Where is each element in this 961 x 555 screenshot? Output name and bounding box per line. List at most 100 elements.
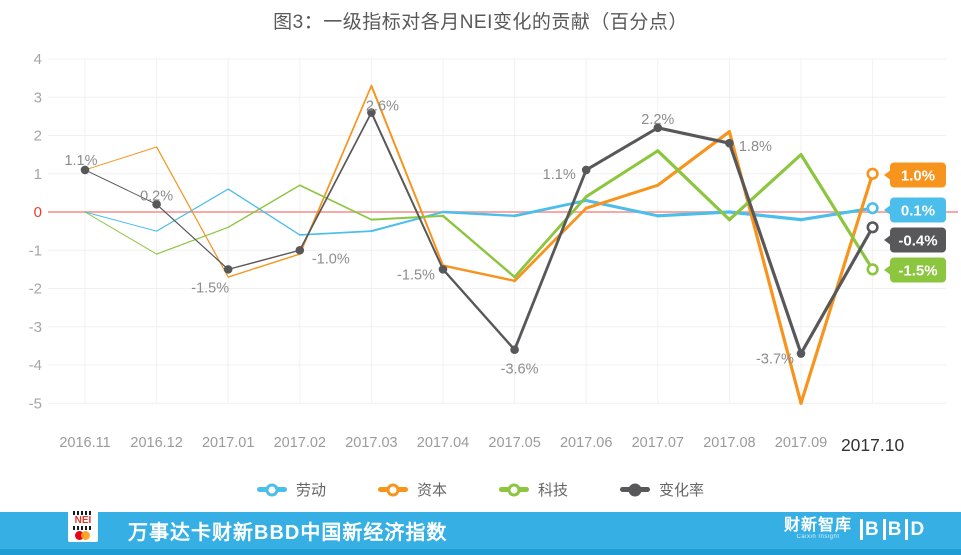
series-line-tech[interactable] — [584, 149, 660, 199]
series-line-tech[interactable] — [727, 153, 803, 222]
chart-legend: 劳动 资本 科技 变化率 — [0, 479, 961, 500]
end-badge-label: 1.0% — [901, 168, 935, 185]
legend-marker-labor — [256, 483, 287, 496]
data-point-change-rate[interactable] — [223, 265, 233, 274]
nei-index-logo: NEI — [68, 508, 98, 542]
x-axis-label: 2017.06 — [560, 435, 612, 451]
series-line-labor[interactable] — [656, 210, 732, 218]
footer-bar: NEI 万事达卡财新BBD中国新经济指数 财新智库 Caixin Insight… — [0, 508, 961, 549]
data-point-label: 1.8% — [739, 139, 772, 155]
x-axis-label: 2016.11 — [59, 435, 110, 451]
series-line-capital[interactable] — [84, 146, 158, 171]
endpoint-marker-change-rate[interactable] — [866, 221, 879, 234]
series-line-tech[interactable] — [370, 214, 444, 221]
series-line-change-rate[interactable] — [799, 225, 875, 356]
data-point-label: 2.2% — [641, 112, 674, 128]
series-line-labor[interactable] — [727, 210, 803, 222]
series-line-labor[interactable] — [298, 230, 373, 236]
series-line-change-rate[interactable] — [727, 141, 803, 356]
series-line-tech[interactable] — [156, 226, 229, 255]
series-line-change-rate[interactable] — [441, 268, 516, 351]
x-axis-label: 2017.01 — [202, 435, 254, 451]
series-line-tech[interactable] — [656, 149, 732, 222]
data-point-label: -1.5% — [397, 267, 435, 283]
series-line-tech[interactable] — [298, 184, 373, 221]
series-line-tech[interactable] — [441, 214, 516, 279]
data-point-change-rate[interactable] — [581, 165, 591, 175]
data-point-change-rate[interactable] — [367, 108, 376, 117]
series-line-change-rate[interactable] — [227, 249, 301, 271]
series-line-labor[interactable] — [441, 210, 516, 218]
y-axis-tick-label: 1 — [34, 166, 42, 183]
legend-item-labor[interactable]: 劳动 — [256, 479, 326, 500]
x-axis-label: 2017.09 — [775, 435, 827, 451]
data-point-change-rate[interactable] — [796, 349, 806, 358]
end-badge-label: -1.5% — [898, 263, 937, 280]
series-line-capital[interactable] — [227, 253, 301, 278]
legend-marker-tech — [499, 483, 529, 496]
page-title: 图3：一级指标对各月NEI变化的贡献（百分点） — [273, 12, 688, 33]
legend-marker-change-rate — [620, 483, 651, 496]
series-line-labor[interactable] — [84, 211, 158, 232]
barcode-icon — [73, 525, 93, 530]
series-line-labor[interactable] — [584, 199, 660, 218]
series-line-tech[interactable] — [513, 195, 588, 279]
series-line-change-rate[interactable] — [513, 168, 588, 352]
data-point-change-rate[interactable] — [152, 200, 161, 209]
nei-contribution-line-chart[interactable]: 4 3 2 1 0 -1 -2 -3 -4 -5 2016.11 2016.12 2017.01 2017… — [0, 0, 961, 510]
x-axis-label: 2017.04 — [417, 435, 469, 451]
data-point-change-rate[interactable] — [438, 265, 448, 274]
endpoint-marker-capital[interactable] — [866, 167, 879, 180]
endpoint-marker-tech[interactable] — [866, 263, 879, 276]
series-line-capital[interactable] — [156, 146, 229, 278]
data-point-change-rate[interactable] — [510, 345, 519, 355]
series-line-change-rate[interactable] — [298, 111, 373, 252]
data-point-label: -1.0% — [312, 251, 350, 267]
data-point-change-rate[interactable] — [80, 165, 90, 175]
series-line-tech[interactable] — [84, 211, 158, 255]
legend-marker-dot — [386, 483, 400, 496]
endpoint-marker-labor[interactable] — [866, 202, 879, 215]
bbd-logo-letter: B — [860, 519, 879, 540]
end-badge — [890, 227, 946, 253]
series-line-change-rate[interactable] — [370, 111, 444, 271]
data-point-label: 2.6% — [366, 99, 399, 115]
data-point-label: -1.5% — [191, 280, 229, 296]
caixin-insight-logo: 财新智库 Caixin Insight — [783, 518, 853, 541]
caixin-logo-text: 财新智库 — [783, 517, 852, 534]
series-line-change-rate[interactable] — [156, 203, 229, 270]
series-line-labor[interactable] — [370, 211, 444, 233]
data-point-change-rate[interactable] — [653, 123, 663, 133]
y-axis-tick-label: -5 — [29, 395, 42, 412]
series-line-capital[interactable] — [441, 264, 516, 283]
legend-item-capital[interactable]: 资本 — [377, 479, 447, 500]
legend-item-tech[interactable]: 科技 — [499, 479, 568, 500]
series-line-capital[interactable] — [584, 183, 660, 210]
series-line-capital[interactable] — [513, 206, 588, 283]
end-badge — [890, 197, 946, 223]
series-line-capital[interactable] — [370, 84, 444, 267]
legend-item-change-rate[interactable]: 变化率 — [620, 479, 704, 500]
series-line-change-rate[interactable] — [584, 126, 660, 172]
series-line-tech[interactable] — [227, 184, 301, 229]
barcode-icon — [73, 510, 93, 515]
series-line-change-rate[interactable] — [84, 169, 158, 205]
footer-brand-title: 万事达卡财新BBD中国新经济指数 — [128, 522, 448, 544]
end-badge-label: 0.1% — [901, 203, 935, 220]
x-axis-label: 2017.10 — [841, 435, 905, 455]
nei-logo-text: NEI — [74, 514, 92, 526]
legend-label: 资本 — [416, 482, 447, 499]
y-axis-tick-label: -3 — [29, 319, 42, 336]
legend-label: 科技 — [538, 482, 569, 499]
x-axis-label: 2017.07 — [632, 435, 684, 451]
data-point-change-rate[interactable] — [725, 138, 734, 148]
data-point-change-rate[interactable] — [295, 245, 305, 255]
data-point-label: 1.1% — [64, 153, 97, 169]
end-badge-label: -0.4% — [898, 233, 937, 250]
legend-marker-capital — [377, 483, 408, 496]
series-line-labor[interactable] — [156, 188, 229, 232]
series-line-labor[interactable] — [227, 188, 301, 236]
y-axis-tick-label: 3 — [34, 89, 42, 106]
series-line-change-rate[interactable] — [656, 126, 732, 145]
